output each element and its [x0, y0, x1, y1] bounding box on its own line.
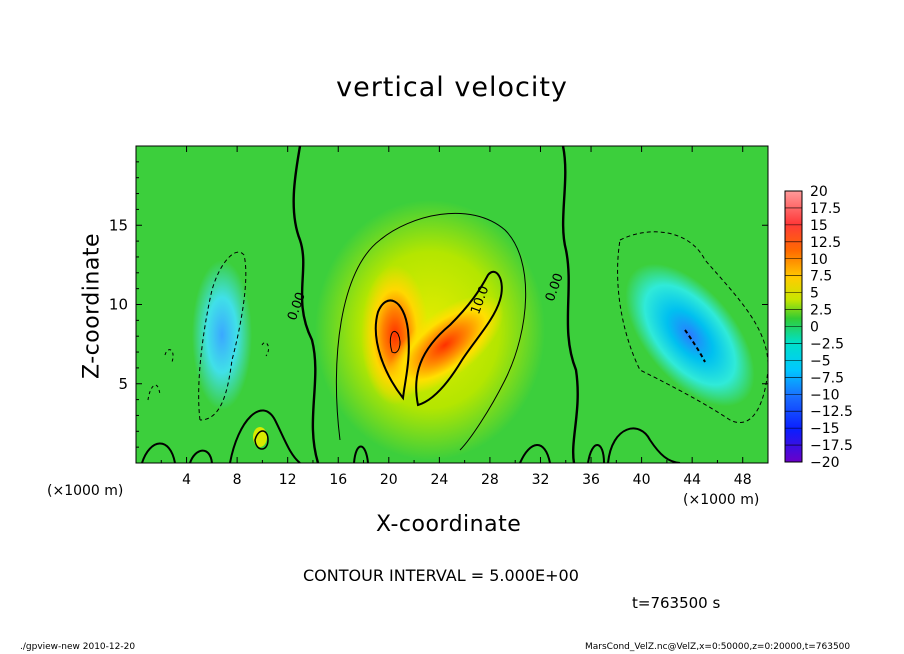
time-stamp: t=763500 s	[632, 594, 721, 612]
colorbar-label: −10	[810, 387, 840, 403]
colorbar-label: 5	[810, 286, 819, 302]
contour-10-right	[415, 270, 503, 407]
small-cell-contour	[254, 430, 269, 450]
x-unit-note-right: (×1000 m)	[683, 492, 760, 508]
neg-contour-right	[617, 231, 768, 423]
contour-15	[389, 330, 401, 354]
downdraft-core-left	[192, 260, 252, 410]
colorbar-label: −7.5	[810, 370, 844, 386]
x-ticks: 4 8 12 16 20 24 28 32 36 40 44 48	[160, 146, 752, 488]
chart-title: vertical velocity	[336, 72, 568, 103]
low-level-contours	[141, 409, 681, 463]
neg-contour-core	[684, 329, 706, 363]
x-tick-label: 40	[633, 472, 651, 488]
colorbar-label: −5	[810, 353, 831, 369]
zero-contour-left	[292, 146, 320, 463]
footer-file: MarsCond_VelZ.nc@VelZ,x=0:50000,z=0:2000…	[585, 642, 851, 652]
x-tick-label: 36	[582, 472, 600, 488]
x-unit-note-left: (×1000 m)	[47, 483, 124, 499]
colorbar-label: −17.5	[810, 438, 853, 454]
x-tick-label: 8	[233, 472, 242, 488]
colorbar-ticks: 2017.51512.5107.552.50−2.5−5−7.5−10−12.5…	[785, 184, 853, 471]
colorbar-label: 17.5	[810, 201, 841, 217]
small-updraft	[253, 427, 267, 447]
colorbar-label: 20	[810, 184, 828, 200]
contour-5	[335, 212, 527, 451]
y-tick-label: 5	[118, 375, 128, 393]
colorbar-label: 10	[810, 252, 828, 268]
neg-contour-left	[198, 251, 247, 421]
x-tick-label: 4	[182, 472, 191, 488]
x-tick-label: 20	[380, 472, 398, 488]
y-tick-label: 15	[109, 216, 128, 234]
x-tick-label: 48	[734, 472, 752, 488]
colorbar-label: 0	[810, 320, 819, 336]
x-tick-label: 32	[532, 472, 550, 488]
colorbar-label: −15	[810, 421, 840, 437]
y-tick-label: 10	[109, 296, 128, 314]
colorbar-label: 2.5	[810, 303, 832, 319]
colorbar-label: −12.5	[810, 404, 853, 420]
contour-interval-note: CONTOUR INTERVAL = 5.000E+00	[303, 566, 579, 585]
footer-program: ./gpview-new 2010-12-20	[20, 642, 136, 652]
neg-contour-small	[147, 342, 269, 401]
colorbar-label: 12.5	[810, 235, 841, 251]
contour-10-left	[374, 299, 410, 401]
x-axis-label: X-coordinate	[376, 512, 522, 537]
x-tick-label: 44	[683, 472, 701, 488]
velocity-field	[141, 146, 768, 463]
colorbar-label: −20	[810, 455, 840, 471]
updraft-core-2	[386, 295, 504, 395]
x-tick-label: 24	[430, 472, 448, 488]
x-tick-label: 28	[481, 472, 499, 488]
downdraft-core-right	[625, 263, 755, 407]
zero-contour-right	[561, 146, 579, 463]
x-tick-label: 12	[279, 472, 297, 488]
x-tick-label: 16	[329, 472, 347, 488]
y-ticks: 5 10 15	[109, 161, 768, 448]
colorbar-label: 15	[810, 218, 828, 234]
colorbar-label: −2.5	[810, 336, 844, 352]
colorbar-label: 7.5	[810, 269, 832, 285]
